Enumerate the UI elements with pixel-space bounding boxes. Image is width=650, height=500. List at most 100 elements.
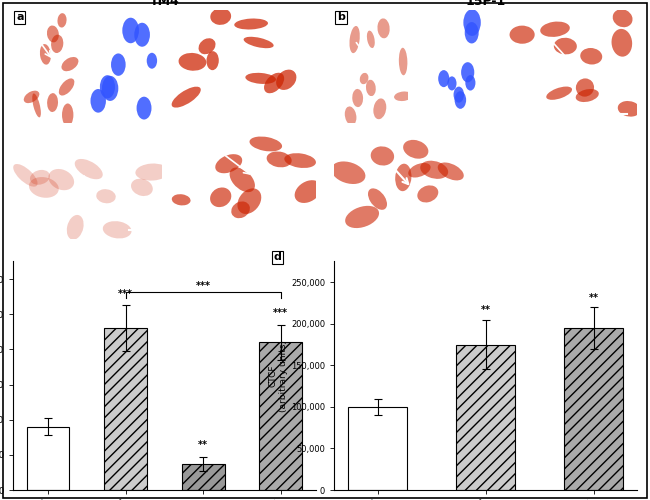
Ellipse shape (366, 80, 376, 96)
Ellipse shape (618, 101, 640, 116)
Ellipse shape (96, 189, 116, 204)
Ellipse shape (613, 9, 632, 27)
Circle shape (100, 75, 115, 98)
Ellipse shape (210, 188, 231, 207)
Ellipse shape (135, 164, 169, 180)
Ellipse shape (352, 89, 363, 107)
Text: b: b (337, 12, 345, 22)
Circle shape (135, 22, 150, 46)
Ellipse shape (540, 22, 570, 37)
Ellipse shape (237, 188, 261, 214)
Y-axis label: CTCF
(arbitrary units): CTCF (arbitrary units) (268, 340, 288, 411)
Ellipse shape (29, 177, 58, 198)
Ellipse shape (580, 48, 603, 64)
Circle shape (461, 62, 474, 82)
Ellipse shape (49, 169, 74, 190)
Text: ***: *** (273, 308, 289, 318)
Circle shape (454, 91, 466, 109)
Ellipse shape (612, 29, 632, 56)
Ellipse shape (75, 159, 103, 179)
Circle shape (136, 96, 151, 120)
Text: T: T (170, 111, 175, 117)
Ellipse shape (576, 89, 599, 102)
Ellipse shape (394, 92, 412, 101)
Ellipse shape (13, 164, 38, 186)
Text: ***: *** (118, 289, 133, 299)
Ellipse shape (266, 152, 292, 168)
Bar (564, 328, 623, 490)
Text: T: T (491, 111, 496, 117)
Ellipse shape (51, 34, 63, 53)
Ellipse shape (373, 98, 386, 119)
Bar (27, 426, 70, 490)
Ellipse shape (276, 70, 296, 90)
Ellipse shape (294, 180, 321, 203)
Ellipse shape (231, 202, 250, 218)
Ellipse shape (344, 106, 356, 125)
Ellipse shape (332, 162, 365, 184)
Bar (105, 328, 147, 490)
Circle shape (122, 18, 139, 44)
Ellipse shape (215, 154, 242, 174)
Ellipse shape (59, 78, 74, 96)
Text: ZIP9-Kd + T: ZIP9-Kd + T (337, 228, 372, 233)
Ellipse shape (417, 186, 438, 202)
Ellipse shape (244, 37, 274, 48)
Ellipse shape (172, 194, 190, 205)
Ellipse shape (395, 164, 411, 191)
Circle shape (465, 75, 475, 90)
Text: ZIP9-Kd + T: ZIP9-Kd + T (170, 228, 205, 233)
Text: ***: *** (196, 281, 211, 291)
Ellipse shape (250, 136, 282, 152)
Ellipse shape (345, 206, 379, 228)
Ellipse shape (131, 178, 153, 196)
Ellipse shape (198, 38, 216, 54)
Ellipse shape (62, 104, 73, 126)
Text: C: C (335, 111, 341, 117)
Ellipse shape (207, 51, 219, 70)
Ellipse shape (437, 162, 463, 180)
Circle shape (90, 89, 106, 112)
Ellipse shape (32, 94, 41, 118)
Ellipse shape (47, 93, 58, 112)
Text: a: a (16, 12, 23, 22)
Bar (259, 342, 302, 490)
Text: **: ** (480, 306, 491, 316)
Circle shape (102, 76, 118, 101)
Circle shape (463, 9, 481, 36)
Ellipse shape (420, 160, 448, 179)
Ellipse shape (179, 53, 206, 70)
Text: d: d (274, 252, 281, 262)
Ellipse shape (367, 30, 375, 48)
Text: 15P-1: 15P-1 (465, 0, 506, 8)
Bar (348, 407, 408, 490)
Ellipse shape (103, 221, 131, 238)
Circle shape (111, 54, 125, 76)
Ellipse shape (57, 13, 66, 28)
Ellipse shape (30, 170, 50, 184)
Circle shape (454, 86, 464, 102)
Text: TM4: TM4 (150, 0, 179, 8)
Ellipse shape (510, 26, 535, 44)
Ellipse shape (350, 26, 360, 53)
Ellipse shape (378, 18, 390, 38)
Ellipse shape (245, 73, 276, 84)
Ellipse shape (62, 57, 79, 71)
Ellipse shape (47, 26, 59, 42)
Circle shape (447, 76, 456, 90)
Ellipse shape (399, 48, 408, 76)
Ellipse shape (359, 73, 369, 84)
Ellipse shape (211, 8, 231, 25)
Text: **: ** (198, 440, 208, 450)
Ellipse shape (172, 86, 201, 108)
Ellipse shape (284, 153, 316, 168)
Bar (456, 344, 515, 490)
Ellipse shape (408, 163, 431, 178)
Ellipse shape (24, 90, 40, 103)
Ellipse shape (229, 168, 255, 192)
Bar (182, 464, 224, 490)
Ellipse shape (370, 146, 394, 166)
Ellipse shape (546, 86, 572, 100)
Ellipse shape (554, 38, 577, 54)
Ellipse shape (403, 140, 428, 158)
